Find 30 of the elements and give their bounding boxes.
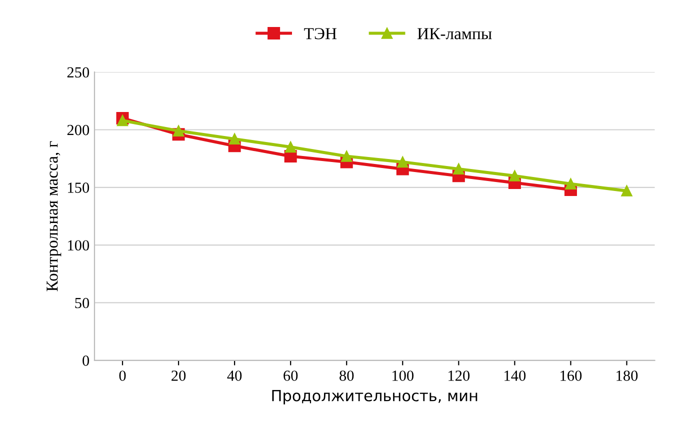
x-tick-label: 0: [119, 370, 126, 381]
point: [285, 141, 296, 153]
point: [172, 125, 184, 136]
point: [453, 163, 464, 175]
y-tick-label: 50: [75, 298, 90, 308]
point: [397, 156, 408, 168]
point: [565, 178, 576, 190]
point: [509, 170, 520, 182]
y-tick-label: 150: [68, 182, 90, 193]
x-tick-label: 160: [560, 370, 582, 381]
x-tick-label: 100: [392, 370, 414, 381]
x-tick-label: 180: [616, 370, 638, 381]
x-tick-label: 120: [448, 370, 470, 381]
y-axis-title: Контрольная масса, г: [46, 141, 62, 292]
y-tick-label: 200: [67, 124, 90, 136]
point: [621, 185, 632, 196]
point: [341, 150, 352, 162]
x-tick-label: 20: [172, 370, 186, 381]
point: [116, 114, 128, 126]
x-tick-label: 60: [284, 370, 298, 381]
y-tick-label: 100: [68, 240, 90, 251]
y-tick-label: 250: [67, 67, 90, 78]
point: [229, 133, 240, 145]
legend-label: ТЭН: [304, 28, 337, 40]
y-tick-label: 0: [82, 356, 90, 366]
x-tick-label: 40: [227, 370, 242, 381]
x-axis-title: Продолжительность, мин: [272, 390, 478, 404]
x-tick-label: 80: [340, 370, 354, 381]
legend-label: ИК-лампы: [418, 28, 492, 40]
x-tick-label: 140: [504, 370, 526, 381]
